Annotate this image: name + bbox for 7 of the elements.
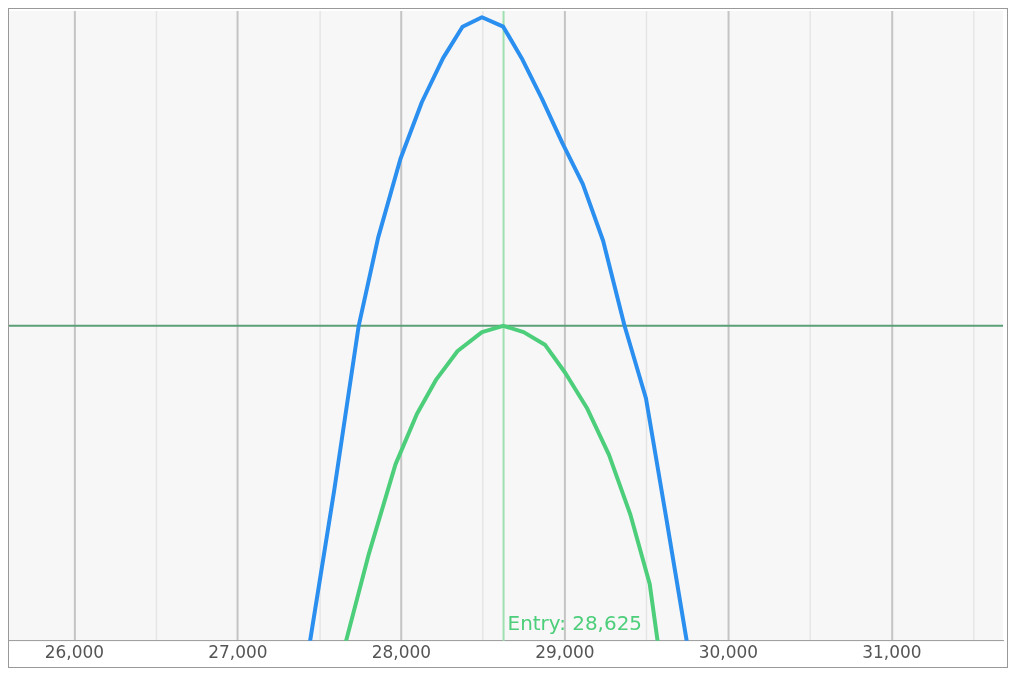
x-tick-label: 27,000 [208, 642, 268, 663]
x-tick-label: 28,000 [371, 642, 432, 663]
x-tick-label: 30,000 [698, 642, 758, 663]
x-tick-label: 26,000 [44, 642, 105, 663]
x-tick-label: 29,000 [535, 642, 595, 663]
x-tick-label: 31,000 [862, 642, 922, 663]
ref-line-label: Entry: 28,625 [507, 610, 643, 635]
